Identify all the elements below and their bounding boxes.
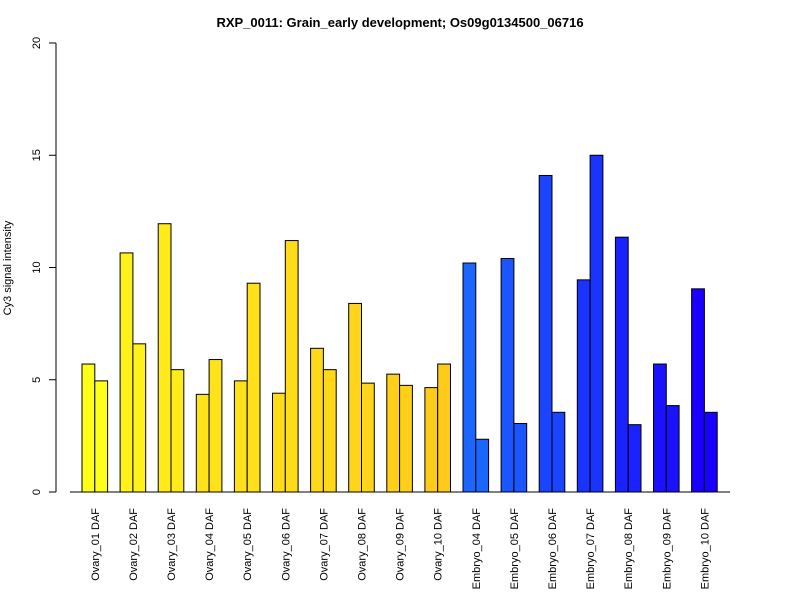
bar bbox=[94, 380, 109, 493]
x-tick-label: Embryo_08 DAF bbox=[623, 508, 635, 590]
bar bbox=[500, 258, 515, 493]
bar bbox=[119, 252, 134, 493]
bar bbox=[437, 363, 452, 493]
x-tick-label: Embryo_04 DAF bbox=[471, 508, 483, 590]
x-tick-label: Ovary_07 DAF bbox=[318, 508, 330, 581]
bar bbox=[233, 380, 248, 493]
bar bbox=[310, 347, 324, 493]
bar bbox=[272, 392, 286, 493]
bar bbox=[195, 393, 210, 493]
x-tick-label: Ovary_08 DAF bbox=[357, 508, 369, 581]
bar bbox=[386, 373, 401, 493]
y-tick-label: 5 bbox=[31, 377, 43, 383]
bar bbox=[462, 262, 477, 493]
y-tick-label: 20 bbox=[31, 37, 43, 49]
bar bbox=[703, 411, 718, 493]
bar bbox=[513, 423, 528, 493]
bar bbox=[246, 282, 261, 493]
bar bbox=[157, 223, 172, 493]
bar bbox=[361, 382, 375, 493]
category-labels: Ovary_01 DAF Ovary_02 DAF Ovary_03 DAF Ovar… bbox=[90, 508, 712, 590]
bar bbox=[538, 174, 553, 493]
x-tick-label: Embryo_06 DAF bbox=[547, 508, 559, 590]
x-tick-label: Embryo_07 DAF bbox=[585, 508, 597, 590]
bar bbox=[81, 363, 96, 493]
bar bbox=[665, 405, 680, 493]
x-tick-label: Ovary_09 DAF bbox=[395, 508, 407, 581]
bar bbox=[589, 154, 604, 493]
bar bbox=[399, 384, 413, 493]
x-tick-label: Embryo_10 DAF bbox=[699, 508, 711, 590]
y-axis-label: Cy3 signal intensity bbox=[2, 220, 14, 315]
bar bbox=[551, 411, 566, 493]
x-tick-label: Ovary_03 DAF bbox=[166, 508, 178, 581]
bar bbox=[208, 359, 223, 493]
x-tick-label: Ovary_10 DAF bbox=[433, 508, 445, 581]
y-tick-label: 0 bbox=[31, 489, 43, 495]
x-tick-label: Embryo_09 DAF bbox=[661, 508, 673, 590]
bars-layer bbox=[81, 154, 718, 493]
y-axis: 0 5 10 15 20 bbox=[31, 37, 57, 495]
bar bbox=[576, 279, 591, 493]
x-tick-label: Embryo_05 DAF bbox=[509, 508, 521, 590]
bar bbox=[348, 302, 363, 493]
x-tick-label: Ovary_04 DAF bbox=[204, 508, 216, 581]
y-tick-label: 15 bbox=[31, 149, 43, 161]
x-tick-label: Ovary_02 DAF bbox=[128, 508, 140, 581]
x-tick-label: Ovary_06 DAF bbox=[280, 508, 292, 581]
x-tick-label: Ovary_01 DAF bbox=[90, 508, 102, 581]
bar bbox=[691, 288, 705, 493]
chart-title: RXP_0011: Grain_early development; Os09g… bbox=[216, 15, 583, 30]
bar bbox=[614, 236, 629, 493]
bar bbox=[322, 369, 337, 493]
bar bbox=[424, 387, 439, 493]
x-tick-label: Ovary_05 DAF bbox=[242, 508, 254, 581]
bar bbox=[170, 369, 185, 493]
bar bbox=[627, 424, 642, 493]
bar bbox=[284, 240, 299, 493]
bar bbox=[475, 438, 490, 493]
y-tick-label: 10 bbox=[31, 261, 43, 273]
bar bbox=[653, 363, 667, 493]
bar bbox=[132, 343, 147, 493]
